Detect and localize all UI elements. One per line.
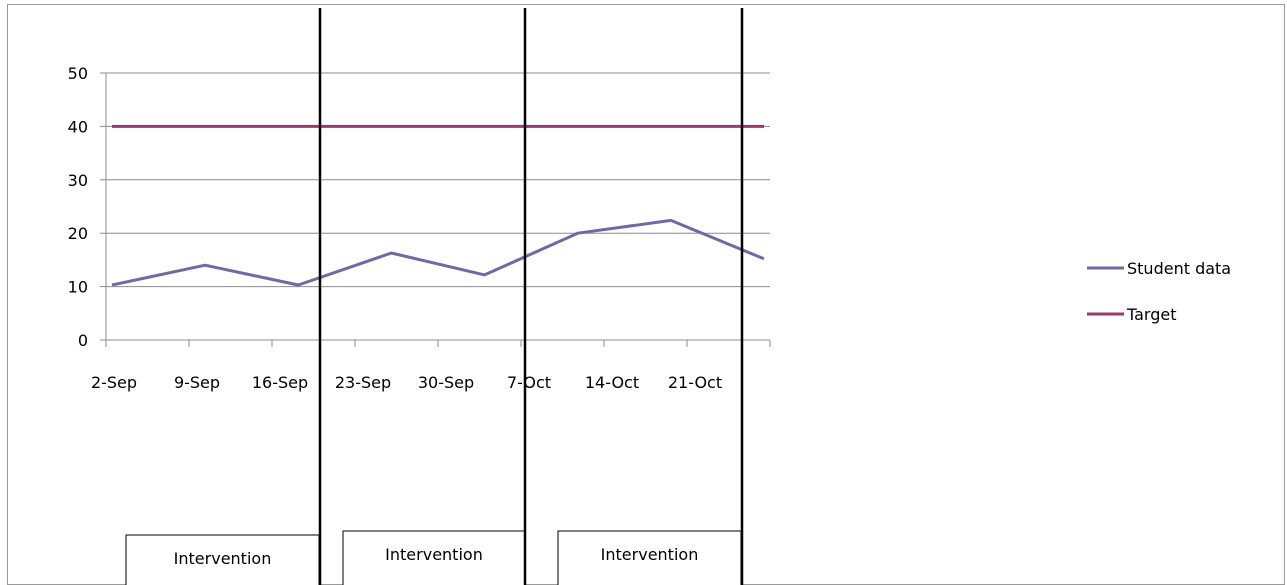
intervention-box xyxy=(557,530,742,585)
intervention-label: Intervention xyxy=(385,545,483,564)
axes xyxy=(100,72,771,347)
legend: Student data Target xyxy=(1087,259,1231,324)
intervention-box xyxy=(342,530,526,585)
x-tick-label: 30-Sep xyxy=(418,373,474,392)
y-tick-labels: 0 10 20 30 40 50 xyxy=(68,64,88,350)
intervention-label: Intervention xyxy=(601,545,699,564)
x-tick-label: 2-Sep xyxy=(91,373,137,392)
series-line-student-data xyxy=(111,218,765,287)
x-tick-label: 23-Sep xyxy=(335,373,391,392)
x-tick-label: 16-Sep xyxy=(252,373,308,392)
y-tick-label: 0 xyxy=(78,331,88,350)
intervention-label: Intervention xyxy=(174,549,272,568)
y-tick-label: 20 xyxy=(68,224,88,243)
gridlines xyxy=(106,72,770,288)
x-tick-label: 21-Oct xyxy=(668,373,722,392)
y-tick-label: 10 xyxy=(68,278,88,297)
intervention-boxes: Intervention Intervention Intervention xyxy=(125,530,742,585)
legend-label: Target xyxy=(1126,305,1177,324)
phase-change-lines xyxy=(318,8,744,585)
x-tick-label: 9-Sep xyxy=(174,373,220,392)
y-tick-label: 30 xyxy=(68,171,88,190)
legend-label: Student data xyxy=(1127,259,1231,278)
series-lines xyxy=(111,124,765,287)
x-tick-label: 14-Oct xyxy=(585,373,639,392)
x-tick-label: 7-Oct xyxy=(507,373,551,392)
y-tick-label: 40 xyxy=(68,117,88,136)
y-tick-label: 50 xyxy=(68,64,88,83)
intervention-box xyxy=(125,534,320,585)
x-tick-labels: 2-Sep 9-Sep 16-Sep 23-Sep 30-Sep 7-Oct 14-Oct 2… xyxy=(91,373,722,392)
